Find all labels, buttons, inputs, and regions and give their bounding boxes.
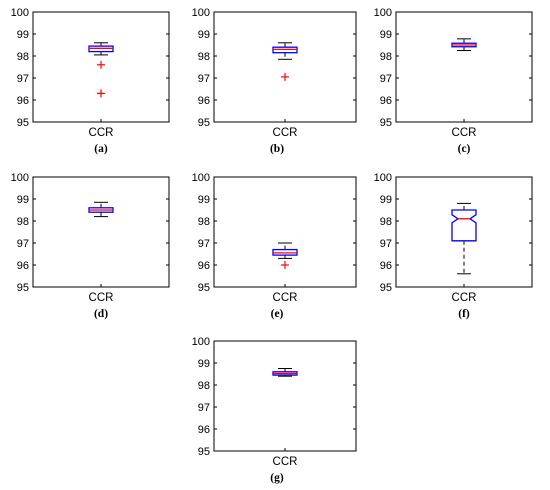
- y-tick-label: 100: [192, 172, 210, 184]
- y-tick-label: 100: [11, 7, 29, 19]
- y-tick-label: 99: [380, 29, 392, 41]
- y-tick-label: 99: [17, 29, 29, 41]
- y-tick-label: 97: [380, 238, 392, 250]
- y-tick-label: 99: [198, 358, 210, 370]
- box-body: [451, 209, 477, 242]
- y-tick-label: 96: [17, 260, 29, 272]
- chart-panel: 95 96 97 98 99 100 CCR (c): [374, 7, 533, 155]
- y-tick-label: 98: [198, 216, 210, 228]
- plot-frame: [213, 176, 357, 288]
- y-tick-label: 97: [17, 73, 29, 85]
- panel-caption: (c): [458, 143, 471, 155]
- y-tick-label: 100: [11, 172, 29, 184]
- y-tick-label: 97: [198, 402, 210, 414]
- y-tick-label: 97: [198, 238, 210, 250]
- y-tick-label: 97: [198, 73, 210, 85]
- panel-caption: (b): [270, 143, 284, 155]
- plot-frame: [395, 11, 533, 123]
- x-tick-label: CCR: [89, 127, 114, 139]
- outlier-marker: [281, 72, 289, 81]
- y-tick-label: 99: [198, 29, 210, 41]
- y-tick-label: 98: [198, 51, 210, 63]
- plot-frame: [213, 340, 357, 452]
- y-tick-label: 95: [17, 282, 29, 294]
- y-tick-label: 96: [198, 260, 210, 272]
- plot-frame: [32, 176, 170, 288]
- y-tick-label: 95: [380, 117, 392, 129]
- y-tick-label: 96: [198, 424, 210, 436]
- y-tick-label: 98: [380, 51, 392, 63]
- y-tick-label: 97: [17, 238, 29, 250]
- y-tick-label: 99: [380, 194, 392, 206]
- x-tick-label: CCR: [452, 292, 477, 304]
- y-tick-label: 100: [192, 336, 210, 348]
- y-tick-label: 100: [374, 7, 392, 19]
- y-tick-label: 95: [198, 446, 210, 458]
- x-tick-label: CCR: [273, 127, 298, 139]
- chart-panel: 95 96 97 98 99 100 CCR (a): [11, 7, 170, 155]
- chart-panel: 95 96 97 98 99 100 CCR (f): [374, 172, 533, 320]
- outlier-marker: [97, 60, 105, 69]
- outlier-marker: [281, 261, 289, 269]
- chart-panel: 95 96 97 98 99 100 CCR (g): [192, 336, 357, 484]
- y-tick-label: 96: [17, 95, 29, 107]
- y-tick-label: 99: [17, 194, 29, 206]
- x-tick-label: CCR: [452, 127, 477, 139]
- y-tick-label: 95: [198, 282, 210, 294]
- x-tick-label: CCR: [273, 456, 298, 468]
- y-tick-label: 100: [192, 7, 210, 19]
- y-tick-label: 98: [17, 216, 29, 228]
- panel-caption: (g): [270, 472, 284, 484]
- chart-panel: 95 96 97 98 99 100 CCR (d): [11, 172, 170, 320]
- y-tick-label: 96: [380, 95, 392, 107]
- x-tick-label: CCR: [273, 292, 298, 304]
- y-tick-label: 100: [374, 172, 392, 184]
- plot-frame: [213, 11, 357, 123]
- y-tick-label: 98: [380, 216, 392, 228]
- y-tick-label: 96: [380, 260, 392, 272]
- y-tick-label: 99: [198, 194, 210, 206]
- chart-panel: 95 96 97 98 99 100 CCR (e): [192, 172, 357, 320]
- y-tick-label: 95: [380, 282, 392, 294]
- y-tick-label: 95: [17, 117, 29, 129]
- y-tick-label: 98: [17, 51, 29, 63]
- y-tick-label: 97: [380, 73, 392, 85]
- panel-caption: (d): [94, 308, 108, 320]
- outlier-marker: [97, 89, 105, 98]
- y-tick-label: 95: [198, 117, 210, 129]
- chart-panel: 95 96 97 98 99 100 CCR (b): [192, 7, 357, 155]
- panel-caption: (a): [94, 143, 108, 155]
- panel-caption: (f): [458, 308, 470, 320]
- y-tick-label: 98: [198, 380, 210, 392]
- panel-caption: (e): [271, 308, 284, 320]
- y-tick-label: 96: [198, 95, 210, 107]
- x-tick-label: CCR: [89, 292, 114, 304]
